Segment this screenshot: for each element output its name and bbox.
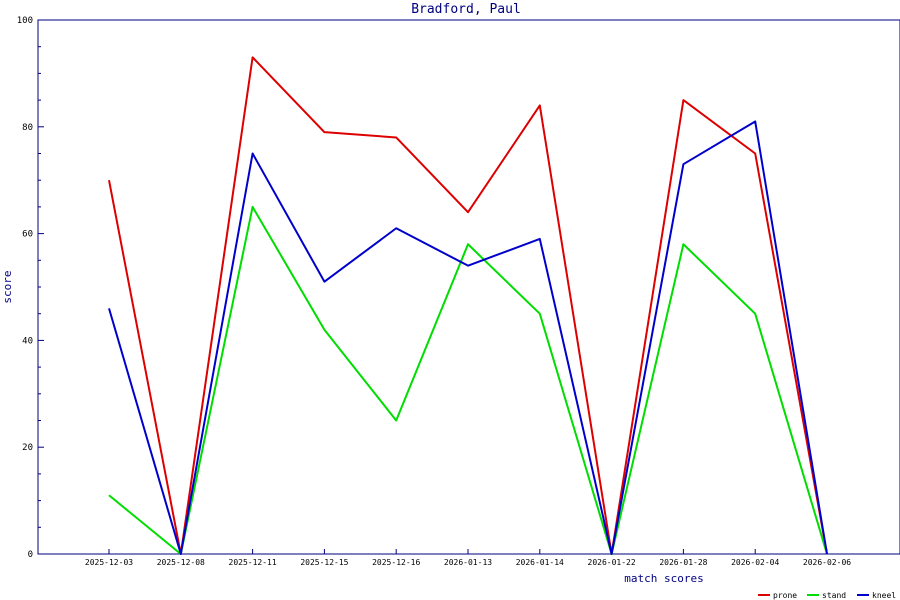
y-tick-label: 80 (22, 123, 33, 133)
series-line-kneel (108, 120, 828, 555)
x-tick-label: 2026-01-13 (444, 558, 492, 567)
x-tick-label: 2025-12-16 (372, 558, 420, 567)
x-tick-label: 2026-01-22 (588, 558, 636, 567)
y-tick-label: 20 (22, 443, 33, 453)
legend-label-prone: prone (773, 591, 797, 600)
legend: prone stand kneel (758, 591, 896, 600)
x-tick-label: 2026-02-04 (731, 558, 779, 567)
x-tick-label: 2025-12-03 (85, 558, 133, 567)
x-tick-label: 2026-01-14 (516, 558, 564, 567)
x-tick-label: 2026-02-06 (803, 558, 851, 567)
x-tick-label: 2025-12-15 (300, 558, 348, 567)
series-lines (108, 56, 828, 555)
plot-frame (37, 19, 900, 555)
x-tick-label: 2025-12-08 (157, 558, 205, 567)
x-tick-label: 2025-12-11 (229, 558, 277, 567)
series-line-stand (108, 205, 828, 555)
y-tick-label: 100 (17, 16, 33, 26)
y-tick-label: 0 (28, 550, 33, 560)
y-tick-label: 40 (22, 336, 33, 346)
series-line-prone (108, 56, 828, 555)
legend-label-stand: stand (822, 591, 846, 600)
y-axis: 0 20 40 60 80 100 (17, 16, 44, 560)
y-tick-label: 60 (22, 230, 33, 240)
x-axis-label: match scores (624, 572, 703, 585)
legend-label-kneel: kneel (872, 591, 896, 600)
chart-title: Bradford, Paul (411, 2, 521, 17)
x-tick-label: 2026-01-28 (659, 558, 707, 567)
y-axis-label: score (1, 270, 14, 303)
x-axis: 2025-12-03 2025-12-08 2025-12-11 2025-12-15… (85, 549, 851, 567)
